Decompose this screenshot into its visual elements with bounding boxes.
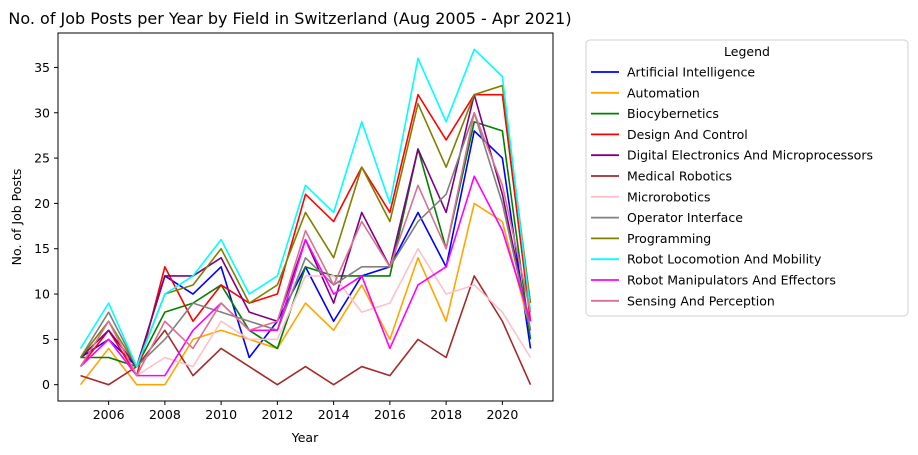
x-tick-label: 2006 [93,407,125,422]
y-tick-label: 35 [34,60,50,75]
legend-label-3: Design And Control [627,127,748,142]
legend-label-8: Programming [627,231,711,246]
legend-label-4: Digital Electronics And Microprocessors [627,148,873,163]
legend-label-10: Robot Manipulators And Effectors [627,273,836,288]
x-axis: 2006 2008 2010 2012 2014 2016 2018 2020 [93,401,519,422]
x-tick-label: 2016 [374,407,406,422]
x-tick-label: 2008 [149,407,181,422]
y-tick-label: 20 [34,196,50,211]
series-line-8 [81,86,531,367]
legend-label-11: Sensing And Perception [627,293,775,308]
y-tick-label: 10 [34,287,50,302]
chart-title: No. of Job Posts per Year by Field in Sw… [8,9,571,28]
x-tick-label: 2020 [486,407,518,422]
x-tick-label: 2014 [318,407,350,422]
legend-label-1: Automation [627,85,700,100]
plot-area [58,33,553,401]
legend-label-0: Artificial Intelligence [627,65,755,80]
legend: Legend Artificial Intelligence Automation… [586,40,908,316]
plot-frame [58,33,553,401]
series-line-3 [81,95,531,376]
y-tick-label: 30 [34,105,50,120]
legend-label-5: Medical Robotics [627,169,732,184]
y-axis-title: No. of Job Posts [9,169,24,266]
y-tick-label: 15 [34,241,50,256]
y-axis: 0 5 10 15 20 25 30 35 [34,60,58,392]
y-tick-label: 5 [42,332,50,347]
legend-label-7: Operator Interface [627,210,743,225]
legend-label-9: Robot Locomotion And Mobility [627,252,822,267]
x-tick-label: 2018 [430,407,462,422]
legend-label-6: Microrobotics [627,189,711,204]
x-axis-title: Year [291,430,319,445]
series-line-9 [81,49,531,366]
legend-label-2: Biocybernetics [627,106,719,121]
y-tick-label: 25 [34,151,50,166]
x-tick-label: 2012 [261,407,293,422]
x-tick-label: 2010 [205,407,237,422]
legend-title: Legend [724,44,770,59]
y-tick-label: 0 [42,377,50,392]
